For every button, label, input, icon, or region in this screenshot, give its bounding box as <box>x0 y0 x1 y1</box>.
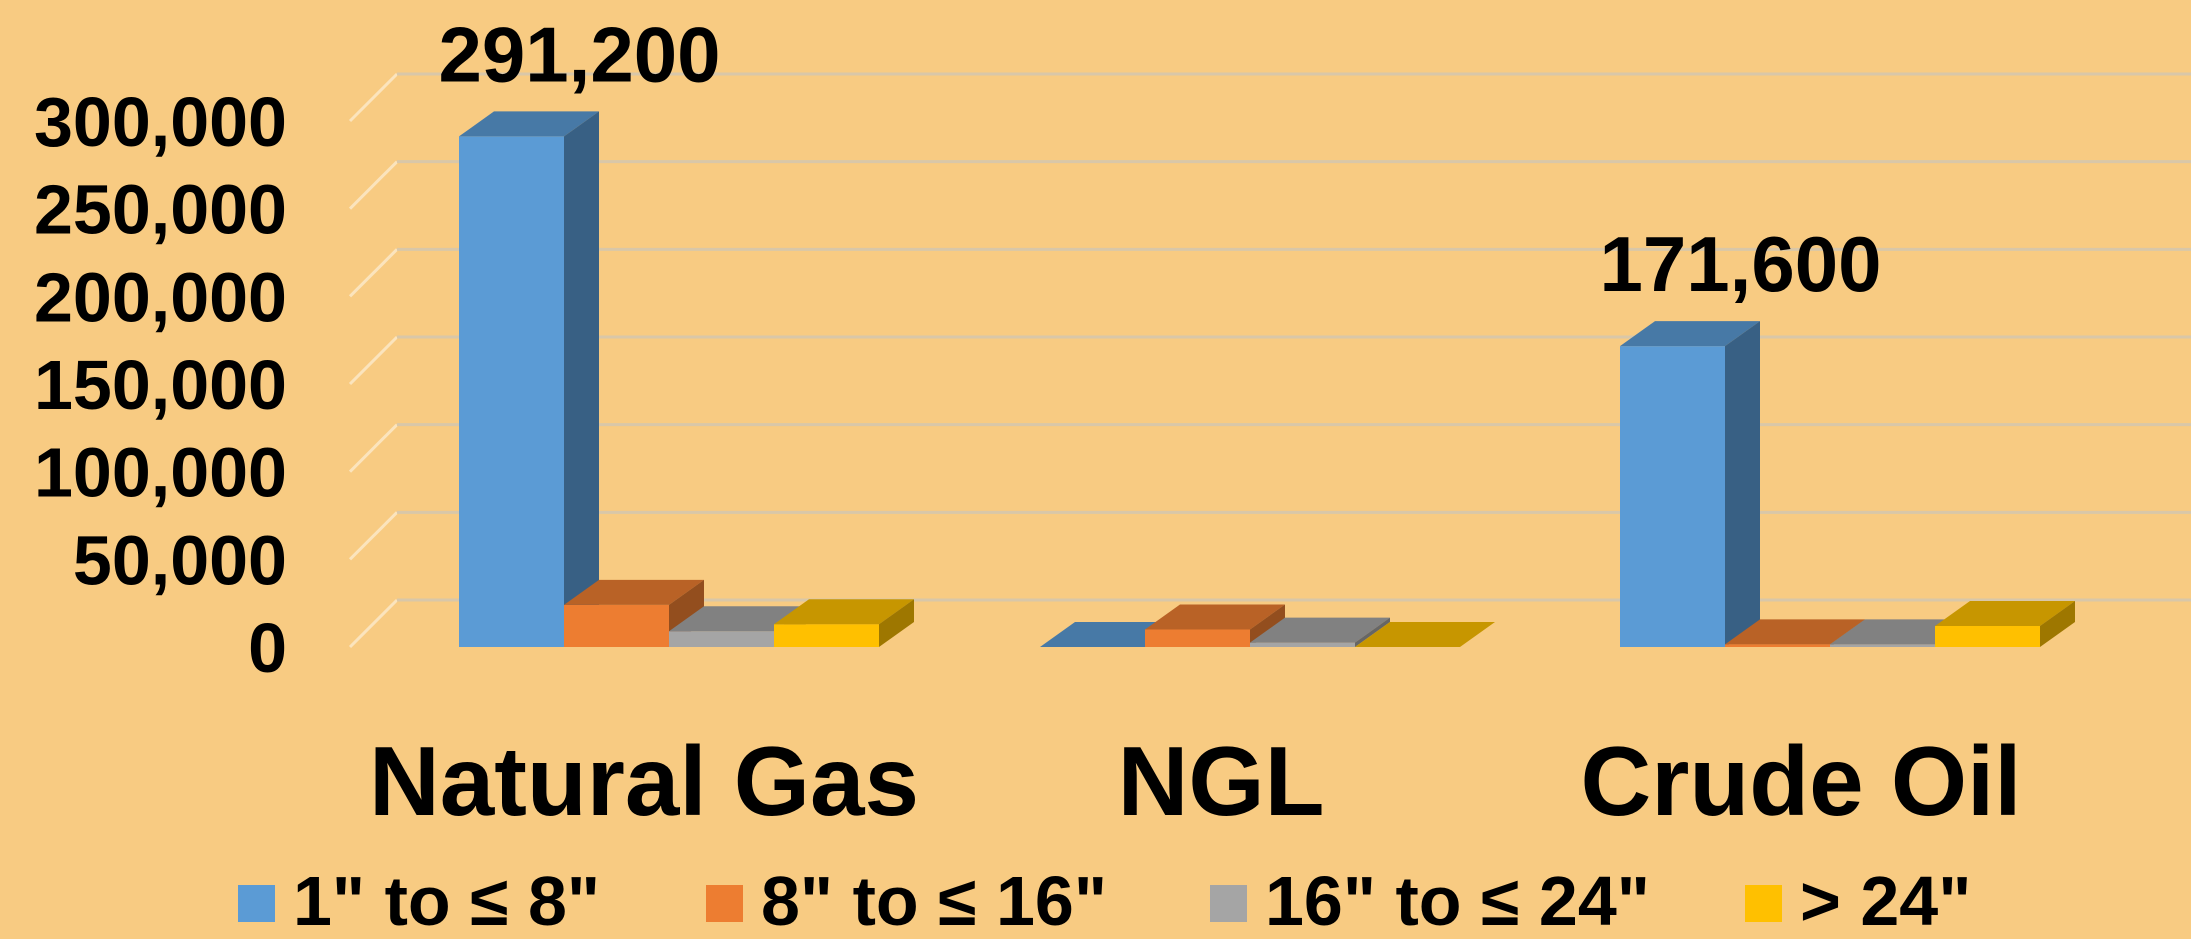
data-label: 291,200 <box>439 10 721 98</box>
bar-front <box>564 605 669 647</box>
legend-label: 8" to ≤ 16" <box>761 862 1107 934</box>
gridline-side <box>350 425 397 472</box>
legend: 1" to ≤ 8" 8" to ≤ 16" 16" to ≤ 24" > 24" <box>238 862 1971 934</box>
bar-front <box>1620 346 1725 647</box>
gridline-side <box>350 600 397 647</box>
legend-item: 8" to ≤ 16" <box>706 862 1107 934</box>
bar-side <box>1725 321 1760 647</box>
legend-item: > 24" <box>1745 862 1971 934</box>
y-tick-label: 0 <box>248 609 287 687</box>
data-labels: 291,200 171,600 <box>439 10 1882 308</box>
bar-side <box>564 111 599 647</box>
legend-label: > 24" <box>1800 862 1971 934</box>
x-tick-label: Natural Gas <box>369 726 919 836</box>
gridline-side <box>350 337 397 384</box>
data-label: 171,600 <box>1600 220 1882 308</box>
bar-group <box>1620 321 2075 647</box>
gridline-side <box>350 512 397 559</box>
legend-label: 16" to ≤ 24" <box>1265 862 1650 934</box>
x-axis: Natural Gas NGL Crude Oil <box>369 726 2022 836</box>
bar-front <box>1830 644 1935 647</box>
bar-group <box>459 111 914 647</box>
bar-front <box>1935 626 2040 647</box>
y-tick-label: 50,000 <box>73 521 287 599</box>
legend-swatch <box>1210 885 1247 922</box>
gridline-side <box>350 162 397 209</box>
legend-label: 1" to ≤ 8" <box>293 862 600 934</box>
y-tick-label: 200,000 <box>34 258 287 336</box>
y-tick-label: 300,000 <box>34 83 287 161</box>
legend-item: 1" to ≤ 8" <box>238 862 600 934</box>
legend-item: 16" to ≤ 24" <box>1210 862 1650 934</box>
bar-front <box>669 631 774 647</box>
gridline-side <box>350 74 397 121</box>
gridline-side <box>350 249 397 296</box>
x-tick-label: NGL <box>1118 726 1325 836</box>
legend-swatch <box>1745 885 1782 922</box>
legend-swatch <box>706 885 743 922</box>
bar-front <box>1250 643 1355 647</box>
bar-front <box>1145 629 1250 647</box>
bar-front <box>459 136 564 647</box>
gridlines <box>350 74 2191 647</box>
x-tick-label: Crude Oil <box>1580 726 2021 836</box>
bar-group <box>1040 604 1495 647</box>
y-tick-label: 250,000 <box>34 171 287 249</box>
bar-front <box>774 624 879 647</box>
y-axis: 0 50,000 100,000 150,000 200,000 250,000 300,0… <box>34 83 287 687</box>
legend-swatch <box>238 885 275 922</box>
bars <box>459 111 2075 647</box>
y-tick-label: 100,000 <box>34 434 287 512</box>
bar-front <box>1725 644 1830 647</box>
y-tick-label: 150,000 <box>34 346 287 424</box>
